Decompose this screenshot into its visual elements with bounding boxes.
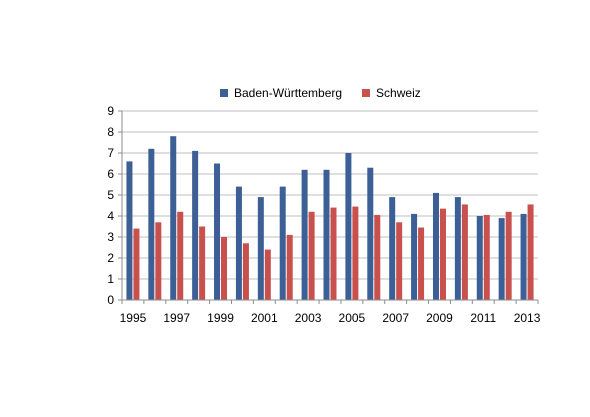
bar-series-2 <box>396 222 403 300</box>
bar-series-1 <box>323 169 330 300</box>
bar-series-1 <box>411 213 418 300</box>
y-tick-label: 9 <box>107 104 114 118</box>
bar-series-1 <box>148 148 155 300</box>
bar-series-2 <box>461 204 468 300</box>
bar-series-2 <box>199 226 206 300</box>
bar-series-2 <box>133 228 140 300</box>
legend-label-series-2: Schweiz <box>376 86 421 100</box>
gridlines <box>122 110 538 280</box>
y-tick-label: 6 <box>107 167 114 181</box>
x-tick-label: 2001 <box>251 311 278 325</box>
bar-series-2 <box>418 227 425 300</box>
bars <box>126 136 534 300</box>
bar-series-2 <box>374 214 381 300</box>
bar-series-1 <box>367 167 374 300</box>
x-tick-label: 1999 <box>207 311 234 325</box>
legend-item-series-2: Schweiz <box>362 86 421 100</box>
bar-series-2 <box>483 214 490 300</box>
y-tick-label: 7 <box>107 146 114 160</box>
y-tick-label: 3 <box>107 230 114 244</box>
bar-series-1 <box>432 192 439 300</box>
y-tick-label: 0 <box>107 293 114 307</box>
bar-series-2 <box>177 211 184 300</box>
bar-series-1 <box>279 186 286 300</box>
x-tick-label: 1995 <box>120 311 147 325</box>
bar-series-2 <box>155 222 162 300</box>
legend-swatch-series-2 <box>362 89 371 97</box>
y-tick-label: 2 <box>107 251 114 265</box>
x-tick-label: 2013 <box>514 311 541 325</box>
y-tick-label: 4 <box>107 209 114 223</box>
bar-series-2 <box>330 207 337 300</box>
bar-series-2 <box>286 234 293 300</box>
bar-series-1 <box>170 136 177 300</box>
bar-series-1 <box>126 161 133 300</box>
bar-series-2 <box>527 204 534 300</box>
bar-series-2 <box>308 211 315 300</box>
bar-series-2 <box>505 211 512 300</box>
bar-series-1 <box>454 197 461 300</box>
y-axis-tick-labels: 0 1 2 3 4 5 6 7 8 9 <box>107 104 114 307</box>
bar-series-1 <box>520 213 527 300</box>
bar-series-1 <box>389 197 396 300</box>
bar-series-1 <box>235 186 242 300</box>
bar-series-1 <box>192 150 199 300</box>
axes <box>118 110 539 304</box>
x-tick-label: 1997 <box>163 311 190 325</box>
x-tick-label: 2003 <box>295 311 322 325</box>
bar-series-1 <box>301 169 308 300</box>
bar-series-2 <box>242 243 249 300</box>
bar-series-2 <box>439 208 446 300</box>
bar-series-2 <box>221 237 228 300</box>
x-tick-label: 2005 <box>339 311 366 325</box>
bar-series-2 <box>264 249 271 300</box>
x-tick-label: 2009 <box>426 311 453 325</box>
y-tick-label: 5 <box>107 188 114 202</box>
bar-series-1 <box>476 216 483 300</box>
x-tick-label: 2007 <box>382 311 409 325</box>
bar-series-1 <box>345 153 352 300</box>
y-tick-label: 8 <box>107 125 114 139</box>
bar-series-2 <box>352 206 359 300</box>
bar-series-1 <box>257 197 264 300</box>
x-tick-label: 2011 <box>470 311 496 325</box>
legend-swatch-series-1 <box>220 89 228 97</box>
chart-legend: Baden-Württemberg Schweiz <box>220 86 441 100</box>
legend-item-series-1: Baden-Württemberg <box>220 86 342 100</box>
bar-series-1 <box>498 218 505 300</box>
legend-label-series-1: Baden-Württemberg <box>234 86 343 100</box>
x-axis-tick-labels: 1995 1997 1999 2001 2003 2005 2007 2009 2011 2013 <box>120 311 541 325</box>
y-tick-label: 1 <box>107 272 114 286</box>
bar-series-1 <box>214 163 221 300</box>
